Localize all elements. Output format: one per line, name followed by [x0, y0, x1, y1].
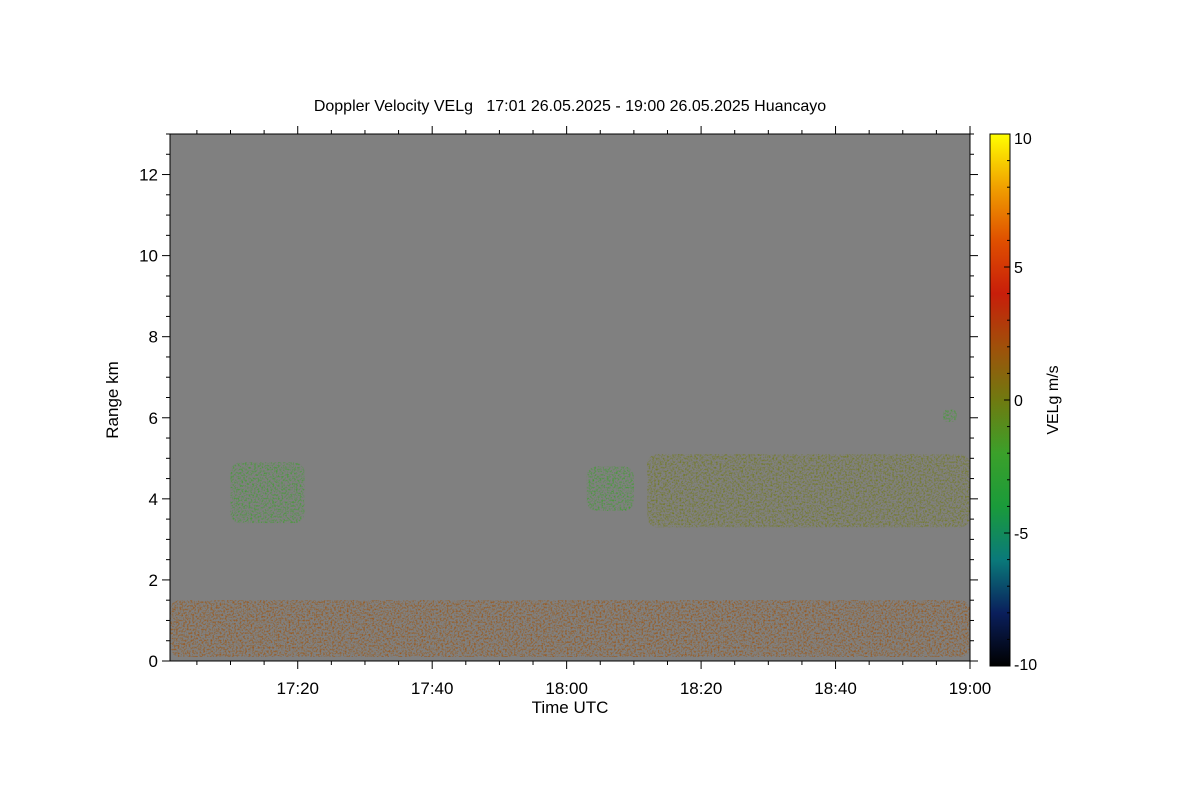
colorbar-tick-label: -5 [1014, 526, 1028, 543]
axes: 17:20 17:40 18:00 18:20 18:40 19:00 0 2 4 6 8 10 12 [139, 126, 991, 698]
x-tick-label: 19:00 [949, 679, 992, 698]
y-tick-label: 10 [139, 247, 158, 266]
x-tick-label: 18:20 [680, 679, 723, 698]
echo-feature-1 [586, 466, 634, 512]
colorbar: 10 5 0 -5 -10 [989, 131, 1037, 674]
colorbar-tick-label: 5 [1014, 260, 1023, 277]
x-tick-label: 18:00 [545, 679, 588, 698]
y-tick-label: 8 [149, 328, 158, 347]
colorbar-label: VELg m/s [1045, 365, 1062, 435]
y-tick-label: 4 [149, 490, 158, 509]
colorbar-tick-label: 10 [1014, 131, 1032, 148]
x-tick-label: 18:40 [814, 679, 857, 698]
echo-layers [170, 409, 970, 657]
x-axis-label: Time UTC [531, 698, 609, 717]
plot-background [170, 134, 970, 661]
y-tick-label: 6 [149, 409, 158, 428]
echo-feature-3 [943, 409, 957, 422]
y-tick-label: 2 [149, 571, 158, 590]
y-tick-label: 0 [149, 652, 158, 671]
colorbar-tick-label: -10 [1014, 657, 1037, 674]
colorbar-tick-label: 0 [1014, 393, 1023, 410]
y-axis-label: Range km [103, 361, 122, 439]
echo-feature-2 [647, 454, 970, 528]
echo-feature-4 [170, 600, 970, 657]
echo-feature-0 [230, 462, 305, 524]
y-tick-label: 12 [139, 166, 158, 185]
x-tick-label: 17:40 [411, 679, 454, 698]
chart-title: Doppler Velocity VELg 17:01 26.05.2025 -… [313, 98, 827, 115]
x-tick-label: 17:20 [276, 679, 319, 698]
